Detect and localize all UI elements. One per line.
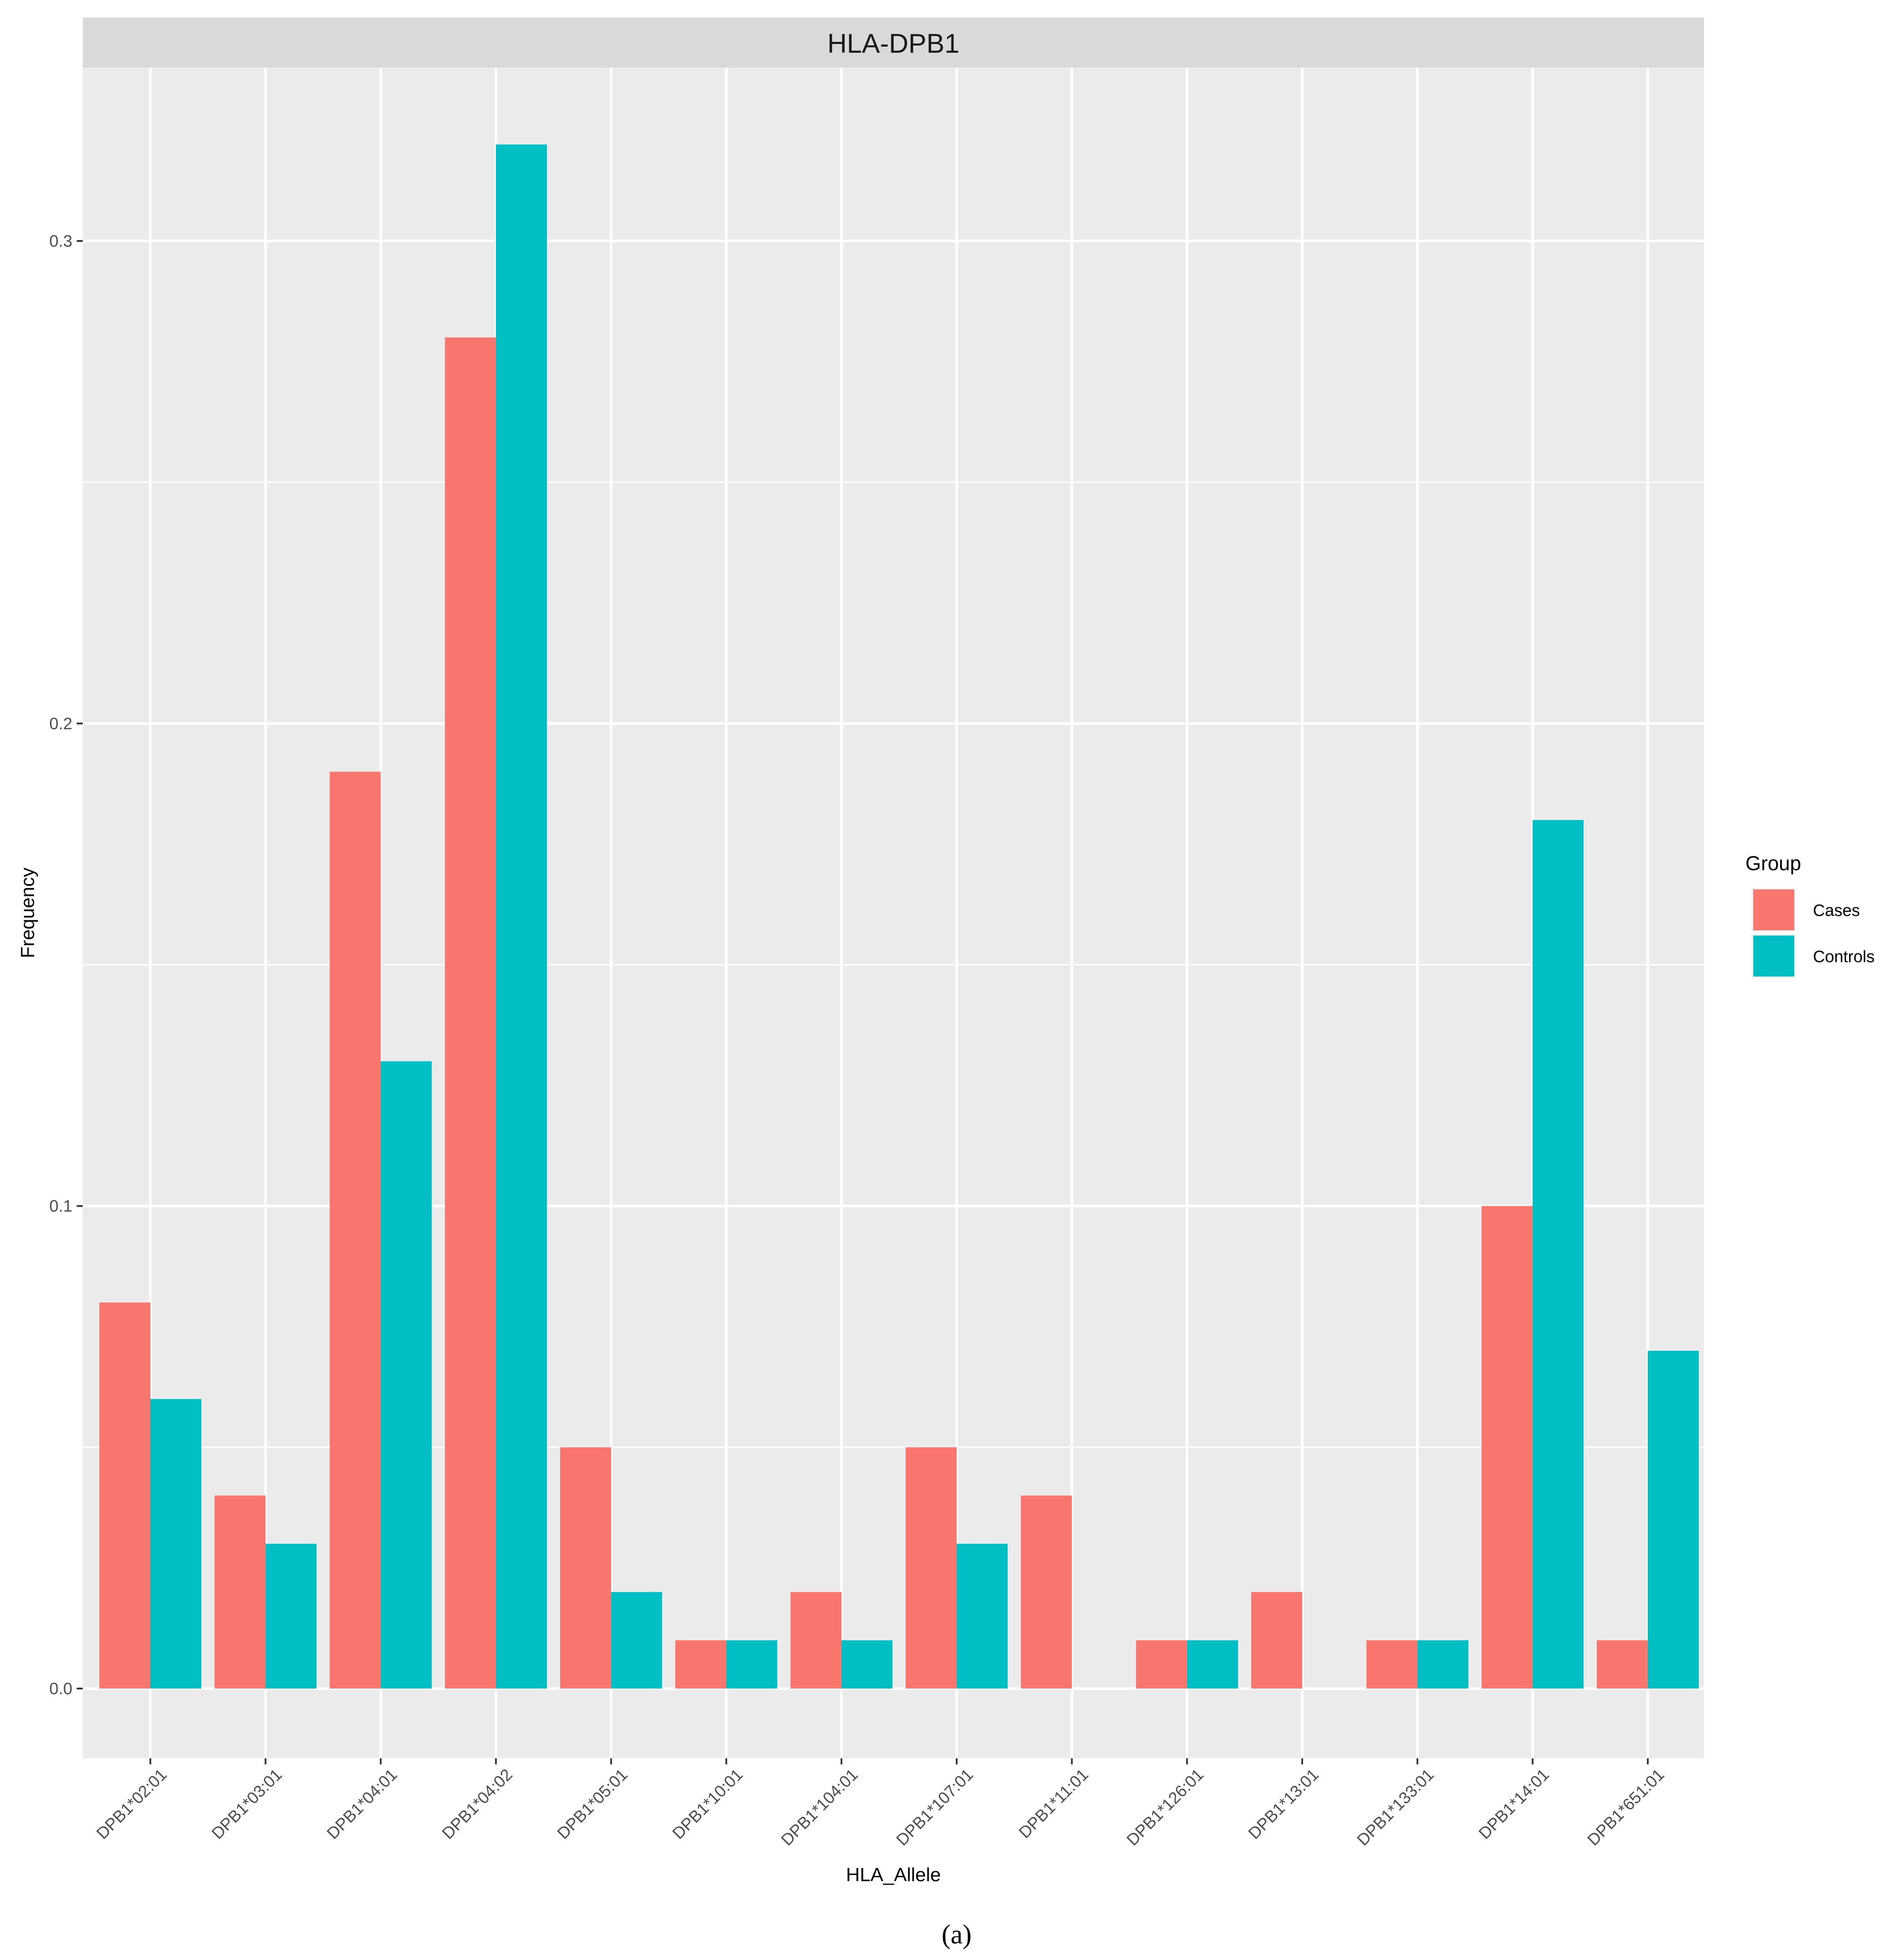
facet-strip [83,17,1704,68]
x-tick-label: DPB1*14:01 [1475,1766,1553,1843]
x-tick-label: DPB1*133:01 [1354,1766,1438,1850]
bar-cases-dpb1-126-01 [1136,1640,1187,1689]
bar-controls-dpb1-104-01 [841,1640,893,1689]
y-tick-label: 0.2 [49,715,72,733]
bar-cases-dpb1-04-02 [445,337,496,1689]
bar-cases-dpb1-13-01 [1251,1592,1303,1689]
figure-caption: (a) [942,1920,972,1950]
bar-cases-dpb1-14-01 [1481,1206,1533,1689]
legend-label-cases: Cases [1813,902,1860,920]
bar-cases-dpb1-104-01 [790,1592,842,1689]
legend-title: Group [1745,852,1801,875]
bar-controls-dpb1-133-01 [1417,1640,1469,1689]
x-axis: DPB1*02:01 DPB1*03:01 DPB1*04:01 DPB1*04:02… [93,1758,1668,1849]
bar-controls-dpb1-651-01 [1648,1350,1699,1689]
bar-controls-dpb1-04-01 [380,1061,432,1689]
y-tick-label: 0.3 [49,232,72,251]
y-tick-label: 0.0 [49,1680,72,1698]
bar-cases-dpb1-05-01 [560,1447,611,1689]
bar-controls-dpb1-05-01 [611,1592,662,1689]
y-tick-label: 0.1 [49,1197,72,1216]
x-tick-label: DPB1*03:01 [208,1766,286,1843]
legend-label-controls: Controls [1813,948,1875,966]
panel-background [83,68,1704,1758]
bar-controls-dpb1-04-02 [496,144,547,1689]
chart-title: HLA-DPB1 [827,29,959,59]
x-tick-label: DPB1*04:02 [439,1766,516,1843]
x-tick-label: DPB1*10:01 [669,1766,747,1843]
bar-controls-dpb1-02-01 [150,1399,201,1689]
x-tick-label: DPB1*126:01 [1124,1766,1208,1850]
bar-cases-dpb1-04-01 [329,772,381,1689]
bar-cases-dpb1-133-01 [1366,1640,1418,1689]
bar-controls-dpb1-107-01 [957,1543,1008,1689]
bar-controls-dpb1-14-01 [1532,820,1584,1689]
bar-cases-dpb1-10-01 [675,1640,726,1689]
bar-cases-dpb1-03-01 [214,1495,266,1689]
x-tick-label: DPB1*05:01 [554,1766,631,1843]
bar-controls-dpb1-03-01 [265,1543,317,1689]
bar-cases-dpb1-107-01 [906,1447,957,1689]
x-tick-label: DPB1*107:01 [893,1766,977,1850]
x-axis-label: HLA_Allele [846,1864,941,1885]
x-tick-label: DPB1*651:01 [1584,1766,1668,1850]
x-tick-label: DPB1*11:01 [1015,1766,1092,1842]
y-axis-label: Frequency [17,868,38,958]
bar-controls-dpb1-126-01 [1187,1640,1238,1689]
bar-cases-dpb1-02-01 [99,1302,150,1689]
legend: Group Cases Controls [1745,852,1875,978]
x-tick-label: DPB1*04:01 [323,1766,401,1843]
bar-cases-dpb1-11-01 [1021,1495,1072,1689]
legend-key-controls [1753,936,1794,977]
legend-key-cases [1753,889,1794,930]
bars [99,144,1699,1689]
x-tick-label: DPB1*02:01 [93,1766,171,1843]
y-axis: 0.0 0.1 0.2 0.3 [49,232,83,1698]
bar-controls-dpb1-10-01 [726,1640,777,1689]
x-tick-label: DPB1*104:01 [778,1766,862,1850]
bar-cases-dpb1-651-01 [1597,1640,1648,1689]
x-tick-label: DPB1*13:01 [1245,1766,1323,1843]
